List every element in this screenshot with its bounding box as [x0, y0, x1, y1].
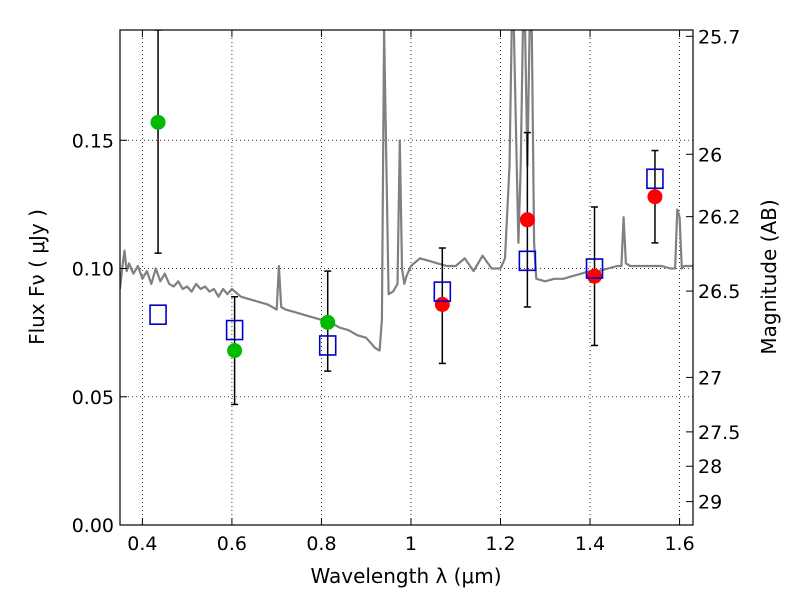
- x-axis-title: Wavelength λ (μm): [310, 564, 501, 588]
- x-tick-label: 1.6: [664, 533, 694, 555]
- y2-tick-label: 27.5: [698, 422, 740, 444]
- x-tick-label: 0.8: [306, 533, 336, 555]
- x-tick-label: 0.4: [127, 533, 157, 555]
- x-tick-label: 0.6: [217, 533, 247, 555]
- ticks-layer: 0.4 0.6 0.8 1 1.2 1.4 1.6 0.00 0.05 0.10 0.15 25.7 2…: [72, 26, 741, 555]
- spectrum-line: [120, 30, 693, 352]
- model-square-point: [318, 335, 337, 356]
- y-tick-label: 0.10: [72, 259, 114, 281]
- y2-tick-label: 26.2: [698, 207, 740, 229]
- green-data-point: [320, 314, 336, 330]
- y-axis-title: Flux Fν ( μJy ): [25, 209, 49, 345]
- plot-frame: [119, 29, 694, 526]
- model-square-point: [518, 250, 537, 272]
- y2-tick-label: 29: [698, 492, 722, 514]
- y2-tick-label: 28: [698, 456, 722, 478]
- y2-axis-title: Magnitude (AB): [757, 199, 781, 354]
- x-tick-label: 1: [405, 533, 417, 555]
- red-data-point: [647, 189, 663, 205]
- y-tick-label: 0.00: [72, 515, 114, 537]
- model-square-point: [225, 319, 244, 341]
- red-data-point: [434, 296, 450, 312]
- grid-lines: [120, 30, 693, 526]
- y-tick-label: 0.15: [72, 130, 114, 152]
- model-square-point: [149, 304, 167, 325]
- model-square-point: [646, 168, 664, 190]
- red-data-point: [519, 212, 535, 228]
- model-square-point: [585, 258, 604, 279]
- green-data-point: [150, 114, 166, 130]
- y-tick-label: 0.05: [72, 387, 114, 409]
- spectrum-layer: [120, 30, 693, 352]
- y2-tick-label: 26.5: [698, 281, 740, 303]
- red-data-point: [587, 268, 603, 284]
- model-square-point: [433, 281, 452, 302]
- x-tick-label: 1.4: [575, 533, 605, 555]
- y2-tick-label: 27: [698, 367, 722, 389]
- green-data-point: [227, 343, 243, 359]
- x-tick-label: 1.2: [485, 533, 515, 555]
- marker-layer: [149, 114, 664, 359]
- y2-tick-label: 26: [698, 144, 722, 166]
- y2-tick-label: 25.7: [698, 26, 740, 48]
